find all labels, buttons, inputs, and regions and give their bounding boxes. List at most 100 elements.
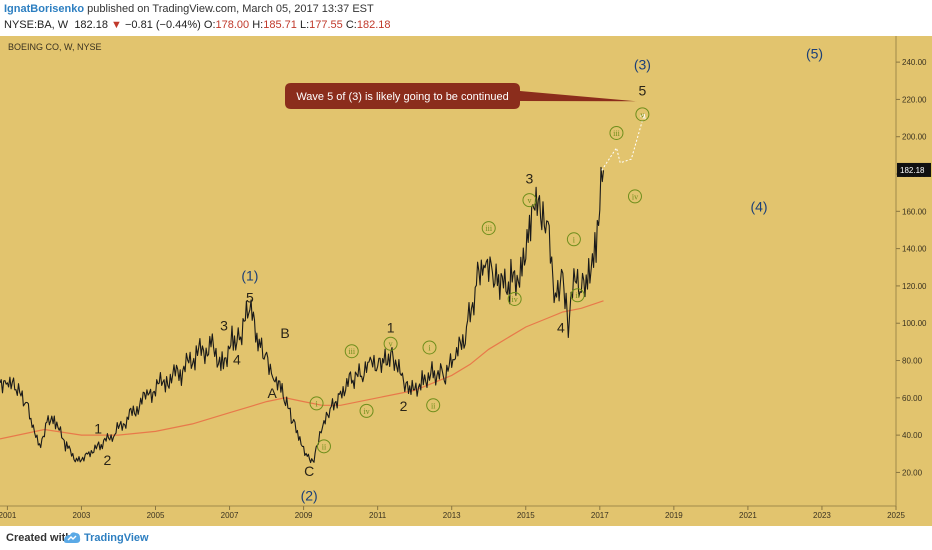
y-tick-label: 100.00 bbox=[902, 319, 927, 328]
last-price-box bbox=[897, 162, 931, 177]
minor-wave-circle bbox=[383, 336, 398, 351]
minor-wave-label: iii bbox=[485, 224, 492, 233]
x-tick-label: 2023 bbox=[813, 511, 831, 520]
wave-label: (1) bbox=[241, 267, 258, 283]
minor-wave-label: i bbox=[573, 235, 576, 244]
price-series-line bbox=[0, 166, 605, 464]
wave-label: 4 bbox=[557, 320, 565, 336]
close-value: 182.18 bbox=[356, 19, 391, 31]
minor-wave-label: v bbox=[389, 340, 393, 349]
wave-label: 4 bbox=[233, 351, 241, 367]
price-axis-panel bbox=[896, 36, 932, 526]
wave-label: (4) bbox=[750, 198, 767, 214]
publish-info: published on TradingView.com, March 05, … bbox=[87, 3, 374, 15]
x-tick-label: 2003 bbox=[73, 511, 91, 520]
x-tick-label: 2025 bbox=[887, 511, 905, 520]
created-with-label: Created with bbox=[6, 532, 73, 544]
high-value: 185.71 bbox=[263, 19, 297, 31]
minor-wave-label: iii bbox=[348, 347, 355, 356]
x-tick-label: 2013 bbox=[443, 511, 461, 520]
y-tick-label: 160.00 bbox=[902, 207, 927, 216]
author-link[interactable]: IgnatBorisenko bbox=[4, 3, 85, 15]
minor-wave-circle bbox=[344, 344, 359, 359]
minor-wave-circle bbox=[522, 193, 537, 208]
minor-wave-label: iv bbox=[512, 295, 518, 304]
wave-label: 2 bbox=[103, 452, 111, 468]
minor-wave-circle bbox=[566, 232, 581, 247]
ohlc-line: NYSE:BA, W 182.18 ▼ −0.81 (−0.44%) O:178… bbox=[4, 19, 391, 31]
open-value: 178.00 bbox=[215, 19, 250, 31]
minor-wave-circle bbox=[570, 288, 585, 303]
minor-wave-circle bbox=[316, 439, 331, 454]
minor-wave-label: iv bbox=[632, 192, 638, 201]
wave-label: 1 bbox=[94, 420, 102, 436]
minor-wave-label: i bbox=[315, 399, 318, 408]
x-tick-label: 2005 bbox=[147, 511, 165, 520]
wave-label: (5) bbox=[806, 45, 823, 61]
y-tick-label: 80.00 bbox=[902, 357, 923, 366]
callout-arrow bbox=[285, 83, 637, 109]
minor-wave-circle bbox=[359, 403, 374, 418]
minor-wave-circle bbox=[309, 396, 324, 411]
chart-header: IgnatBorisenko published on TradingView.… bbox=[0, 0, 932, 36]
x-tick-label: 2007 bbox=[221, 511, 239, 520]
x-tick-label: 2001 bbox=[0, 511, 17, 520]
x-tick-label: 2015 bbox=[517, 511, 535, 520]
tradingview-link[interactable]: TradingView bbox=[84, 532, 149, 544]
projection-path bbox=[601, 114, 645, 171]
wave-label: 5 bbox=[246, 290, 254, 306]
wave-label: C bbox=[304, 463, 314, 479]
minor-wave-label: i bbox=[428, 343, 431, 352]
down-arrow-icon: ▼ bbox=[111, 19, 122, 31]
y-tick-label: 60.00 bbox=[902, 394, 923, 403]
minor-wave-circle bbox=[481, 221, 496, 236]
minor-wave-label: ii bbox=[322, 442, 327, 451]
last-price-label: 182.18 bbox=[900, 166, 925, 175]
minor-wave-circle bbox=[426, 398, 441, 413]
projection-arrowhead bbox=[640, 113, 646, 120]
tradingview-logo-icon bbox=[64, 532, 81, 543]
wave-label: B bbox=[280, 325, 289, 341]
open-label: O: bbox=[203, 19, 216, 31]
wave-label: 1 bbox=[387, 320, 395, 336]
y-tick-label: 140.00 bbox=[902, 245, 927, 254]
y-tick-label: 120.00 bbox=[902, 282, 927, 291]
y-tick-label: 20.00 bbox=[902, 468, 923, 477]
low-value: 177.55 bbox=[309, 19, 343, 31]
wave-label: 2 bbox=[400, 398, 408, 414]
minor-wave-label: ii bbox=[575, 291, 580, 300]
price-change: −0.81 (−0.44%) bbox=[124, 19, 201, 31]
minor-wave-circle bbox=[609, 125, 624, 140]
wave-label: (3) bbox=[634, 57, 651, 73]
x-tick-label: 2021 bbox=[739, 511, 757, 520]
price-chart[interactable]: 20.00 40.00 60.00 80.00 100.00 120.00 140.00 16… bbox=[0, 36, 932, 526]
x-tick-label: 2019 bbox=[665, 511, 683, 520]
minor-wave-circle bbox=[627, 189, 642, 204]
y-tick-label: 220.00 bbox=[902, 95, 927, 104]
close-label: C: bbox=[345, 19, 357, 31]
chart-title: BOEING CO, W, NYSE bbox=[8, 42, 102, 52]
y-tick-label: 40.00 bbox=[902, 431, 923, 440]
chart-footer: Created with TradingView bbox=[0, 526, 932, 550]
low-label: L: bbox=[299, 19, 310, 31]
minor-wave-label: v bbox=[527, 196, 531, 205]
minor-wave-label: iii bbox=[613, 129, 620, 138]
y-tick-label: 240.00 bbox=[902, 58, 927, 67]
wave-label: 5 bbox=[638, 83, 646, 99]
x-tick-label: 2017 bbox=[591, 511, 609, 520]
y-tick-label: 200.00 bbox=[902, 133, 927, 142]
symbol-label: NYSE:BA, W bbox=[4, 19, 69, 31]
x-tick-label: 2011 bbox=[369, 511, 387, 520]
minor-wave-circle bbox=[507, 291, 522, 306]
callout-text: Wave 5 of (3) is likely going to be cont… bbox=[296, 91, 508, 103]
wave-label: (2) bbox=[301, 487, 318, 503]
minor-wave-label: iv bbox=[363, 407, 369, 416]
high-label: H: bbox=[252, 19, 264, 31]
minor-wave-circle bbox=[422, 340, 437, 355]
plot-background bbox=[0, 36, 932, 526]
x-tick-label: 2009 bbox=[295, 511, 313, 520]
last-price: 182.18 bbox=[74, 19, 108, 31]
minor-wave-circle bbox=[635, 107, 650, 122]
minor-wave-label: ii bbox=[431, 401, 436, 410]
publish-line: IgnatBorisenko published on TradingView.… bbox=[4, 3, 374, 15]
